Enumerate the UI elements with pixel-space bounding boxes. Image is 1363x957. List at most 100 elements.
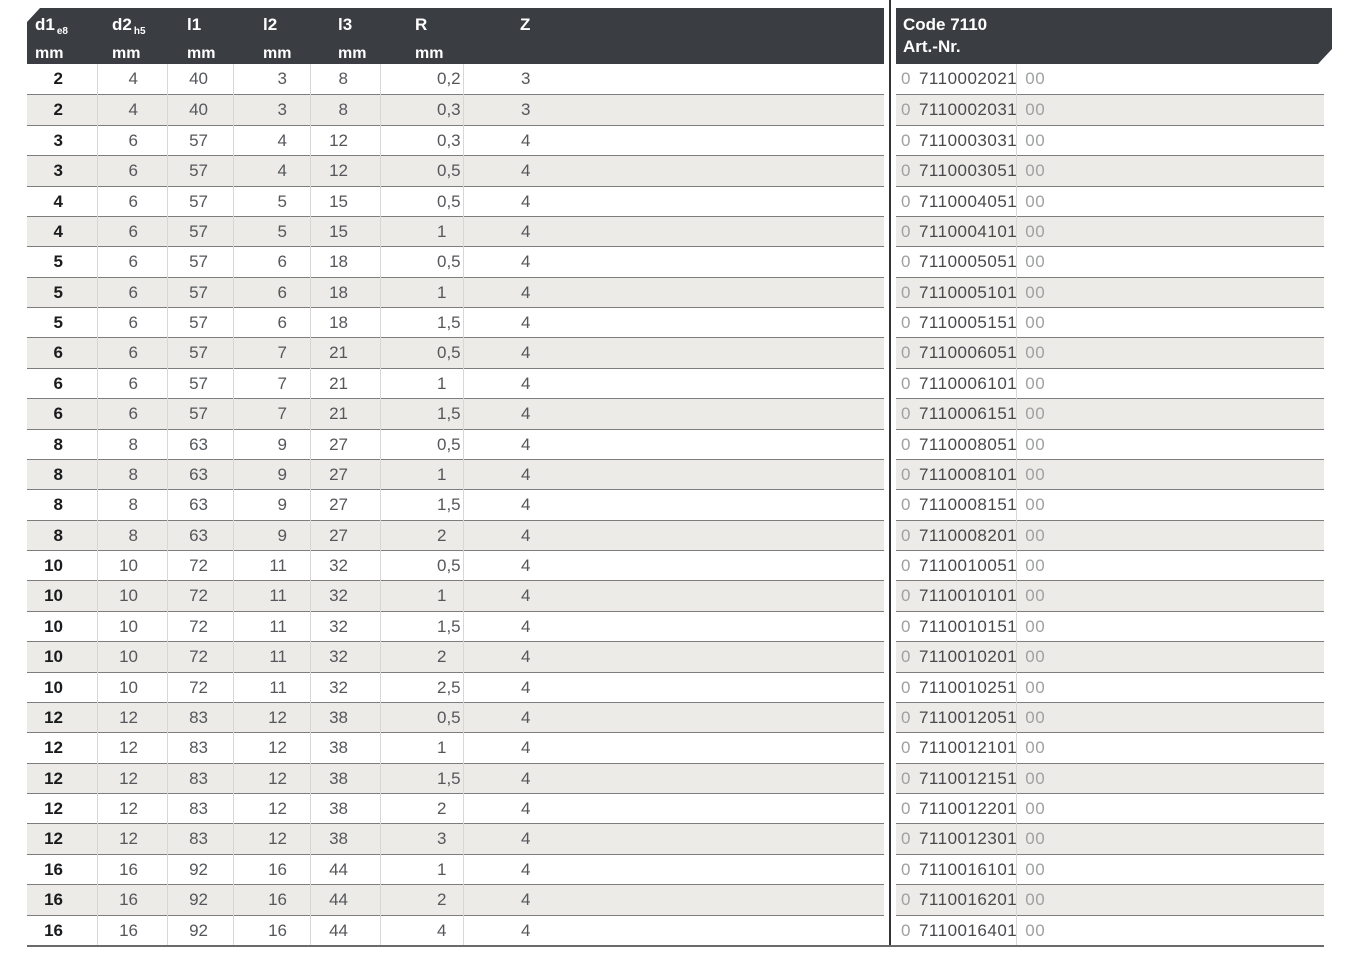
article-number-suffix: 00 [1025,647,1046,667]
article-number: 0 7110006151 00 [901,399,1045,428]
article-number: 0 7110008101 00 [901,460,1045,489]
article-number-suffix: 00 [1025,890,1046,910]
cell-d1: 2 [53,69,63,88]
table-row: 12 12 83 12 38 0,5 4 0 7110012051 00 [0,701,1363,733]
column-header-r: R mm [415,15,444,63]
row-artnr-band: 0 7110012151 00 [896,762,1324,793]
row-dimensions-band: 8 8 63 9 27 1 4 [27,458,884,490]
cell-z: 4 [521,130,531,150]
cell-d2: 10 [119,647,138,667]
table-header-code: Code 7110 Art.-Nr. [896,8,1332,64]
row-artnr-band: 0 7110010151 00 [896,610,1324,641]
cell-r: 2,5 [437,677,461,697]
article-number-main: 7110005151 [918,313,1018,332]
row-dimensions-band: 5 6 57 6 18 1 4 [27,276,884,307]
table-row: 4 6 57 5 15 1 4 0 7110004101 00 [0,215,1363,247]
row-dimensions-band: 12 12 83 12 38 3 4 [27,823,884,854]
cell-d2: 10 [119,586,138,606]
article-number-main: 7110012301 [918,829,1018,849]
row-dimensions-band: 10 10 72 11 32 1 4 [27,580,884,611]
article-number-suffix: 00 [1025,434,1046,454]
article-number-prefix: 0 [901,768,911,788]
cell-l1: 57 [189,191,208,211]
article-number-prefix: 0 [901,525,911,545]
row-artnr-band: 0 7110012201 00 [896,793,1324,823]
row-artnr-band: 0 7110008101 00 [896,458,1324,490]
column-header-d1: d1 e8 mm [35,15,68,63]
table-row: 3 6 57 4 12 0,3 4 0 7110003031 00 [0,124,1363,155]
row-dimensions-band: 4 6 57 5 15 1 4 [27,215,884,247]
cell-l3: 8 [338,100,348,120]
cell-l3: 18 [329,313,348,332]
cell-r: 2 [437,890,447,910]
cell-l3: 44 [329,890,348,910]
article-number-main: 7110002021 [918,69,1018,88]
cell-l1: 83 [189,829,208,849]
article-number: 0 7110008051 00 [901,430,1045,459]
cell-d2: 8 [128,434,138,454]
cell-d2: 6 [128,404,138,424]
cell-d1: 12 [44,768,63,788]
article-number-suffix: 00 [1025,464,1046,484]
article-number: 0 7110010051 00 [901,551,1045,580]
article-number-prefix: 0 [901,616,911,636]
cell-d1: 5 [53,313,63,332]
row-dimensions-band: 5 6 57 6 18 0,5 4 [27,246,884,276]
article-number-prefix: 0 [901,556,911,575]
cell-r: 3 [437,829,447,849]
cell-d1: 8 [53,464,63,484]
article-number: 0 7110012151 00 [901,764,1045,793]
cell-l1: 57 [189,404,208,424]
code-column-divider-line [889,0,891,946]
cell-d1: 10 [44,616,63,636]
article-number-main: 7110008151 [918,495,1018,515]
article-number-main: 7110012201 [918,799,1018,818]
cell-z: 4 [521,859,531,879]
cell-r: 0,5 [437,707,461,727]
cell-l1: 57 [189,373,208,393]
cell-r: 0,5 [437,343,461,363]
cell-l3: 15 [329,191,348,211]
column-separator-line [97,64,98,945]
cell-z: 4 [521,404,531,424]
cell-r: 1,5 [437,313,461,332]
table-row: 12 12 83 12 38 1 4 0 7110012101 00 [0,732,1363,762]
table-row: 12 12 83 12 38 1,5 4 0 7110012151 00 [0,762,1363,793]
row-artnr-band: 0 7110005051 00 [896,246,1324,276]
cell-r: 1 [437,738,447,758]
article-number: 0 7110005051 00 [901,247,1045,276]
row-dimensions-band: 10 10 72 11 32 2,5 4 [27,671,884,702]
article-number-main: 7110006051 [918,343,1018,363]
row-artnr-band: 0 7110016401 00 [896,914,1324,945]
article-number-prefix: 0 [901,920,911,940]
cell-l1: 92 [189,859,208,879]
article-number-main: 7110005051 [918,252,1018,272]
article-number: 0 7110010101 00 [901,581,1045,610]
cell-l1: 57 [189,161,208,181]
cell-l1: 57 [189,313,208,332]
article-number-prefix: 0 [901,647,911,667]
article-number: 0 7110016101 00 [901,855,1045,884]
cell-l1: 63 [189,434,208,454]
table-row: 16 16 92 16 44 4 4 0 7110016401 00 [0,914,1363,945]
article-number-prefix: 0 [901,799,911,818]
cell-l1: 63 [189,464,208,484]
article-number: 0 7110002031 00 [901,95,1045,124]
cell-l3: 38 [329,707,348,727]
article-number-main: 7110002031 [918,100,1018,120]
table-row: 12 12 83 12 38 3 4 0 7110012301 00 [0,823,1363,854]
cell-r: 2 [437,525,447,545]
row-artnr-band: 0 7110006101 00 [896,367,1324,398]
cell-l2: 5 [277,221,287,241]
cell-l1: 92 [189,920,208,940]
article-number-prefix: 0 [901,404,911,424]
row-artnr-band: 0 7110008051 00 [896,428,1324,459]
cell-d2: 10 [119,556,138,575]
cell-d1: 12 [44,829,63,849]
article-number-main: 7110010151 [918,616,1018,636]
article-number-main: 7110008101 [918,464,1018,484]
table-row: 8 8 63 9 27 1,5 4 0 7110008151 00 [0,489,1363,519]
article-number-main: 7110010051 [918,556,1018,575]
table-row: 10 10 72 11 32 2 4 0 7110010201 00 [0,641,1363,672]
cell-l3: 18 [329,252,348,272]
